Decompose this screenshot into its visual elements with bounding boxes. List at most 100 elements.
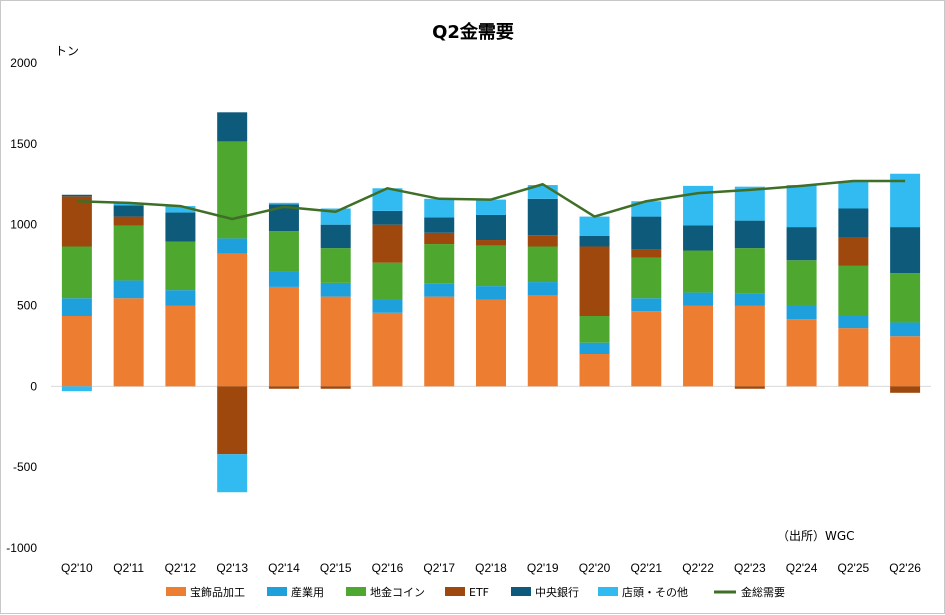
bar-segment	[734, 248, 765, 294]
x-tick-label: Q2'22	[682, 561, 714, 575]
x-tick-label: Q2'17	[423, 561, 455, 575]
bar-segment	[424, 232, 455, 245]
legend-label: 産業用	[291, 586, 324, 599]
y-tick-label: 500	[17, 299, 37, 313]
bar-segment	[838, 328, 869, 387]
bar-segment	[631, 311, 662, 387]
bar-segment	[113, 280, 144, 299]
bar-segment	[61, 386, 92, 392]
x-tick-label: Q2'19	[527, 561, 559, 575]
bar-segment	[320, 248, 351, 283]
bar-segment	[786, 227, 817, 261]
legend-swatch	[598, 587, 618, 596]
x-tick-label: Q2'18	[475, 561, 507, 575]
bar-segment	[683, 292, 714, 306]
bar-segment	[631, 249, 662, 258]
y-tick-label: 1500	[10, 137, 37, 151]
bar-segment	[165, 212, 196, 242]
bar-segment	[113, 205, 144, 217]
legend-swatch	[346, 587, 366, 596]
y-tick-label: 1000	[10, 218, 37, 232]
bar-segment	[786, 185, 817, 228]
y-axis-unit-label: トン	[55, 44, 79, 58]
bar-segment	[113, 298, 144, 387]
bar-segment	[579, 316, 610, 343]
x-tick-label: Q2'16	[372, 561, 404, 575]
bar-segment	[372, 224, 403, 263]
x-tick-label: Q2'24	[786, 561, 818, 575]
bar-segment	[113, 216, 144, 226]
y-tick-label: 0	[30, 379, 37, 393]
bar-segment	[683, 225, 714, 251]
bar-segment	[476, 299, 506, 387]
bar-segment	[476, 199, 506, 215]
bar-segment	[61, 316, 92, 387]
bar-segment	[734, 220, 765, 249]
x-tick-label: Q2'11	[113, 561, 144, 575]
bar-segment	[268, 231, 299, 272]
bar-segment	[579, 354, 610, 387]
legend-label: 中央銀行	[535, 585, 579, 599]
bar-segment	[890, 173, 921, 228]
bar-segment	[217, 454, 248, 493]
bar-segment	[527, 294, 558, 387]
bar-segment	[61, 246, 92, 299]
bar-segment	[838, 316, 869, 329]
bar-segment	[527, 198, 558, 236]
bar-segment	[320, 208, 351, 225]
x-tick-label: Q2'21	[630, 561, 662, 575]
bar-segment	[61, 196, 92, 247]
x-tick-label: Q2'23	[734, 561, 766, 575]
legend-label: ETF	[469, 586, 489, 599]
bar-segment	[165, 305, 196, 387]
bar-segment	[579, 235, 610, 247]
bar-segment	[890, 273, 921, 323]
bar-segment	[217, 112, 248, 142]
bar-segment	[320, 296, 351, 387]
y-tick-label: -500	[13, 460, 37, 474]
bar-segment	[476, 245, 506, 287]
bars	[61, 112, 921, 493]
bar-segment	[838, 208, 869, 238]
bar-segment	[890, 336, 921, 387]
total-demand-line	[76, 179, 906, 221]
x-tick-label: Q2'14	[268, 561, 300, 575]
bar-segment	[268, 271, 299, 287]
bar-segment	[631, 201, 662, 217]
bar-segment	[786, 260, 817, 306]
bar-segment	[786, 319, 817, 387]
x-tick-label: Q2'12	[165, 561, 197, 575]
bar-segment	[320, 282, 351, 297]
bar-segment	[372, 210, 403, 225]
bar-segment	[890, 322, 921, 337]
bar-segment	[683, 250, 714, 293]
x-tick-label: Q2'13	[216, 561, 248, 575]
bar-segment	[734, 305, 765, 387]
legend-swatch	[267, 587, 287, 596]
bar-segment	[631, 257, 662, 299]
bar-segment	[61, 194, 92, 197]
bar-segment	[320, 224, 351, 249]
bar-segment	[372, 188, 403, 211]
x-tick-label: Q2'15	[320, 561, 352, 575]
bar-segment	[165, 241, 196, 291]
legend-label: 宝飾品加工	[190, 585, 245, 599]
legend: 宝飾品加工 産業用 地金コイン ETF 中央銀行 店頭・その他 金総需要	[166, 585, 785, 599]
source-note: （出所）WGC	[777, 529, 855, 543]
x-tick-label: Q2'10	[61, 561, 93, 575]
bar-segment	[476, 214, 506, 241]
bar-segment	[424, 198, 455, 218]
bar-segment	[476, 286, 506, 300]
bar-segment	[734, 186, 765, 221]
x-axis-labels: Q2'10 Q2'11 Q2'12 Q2'13 Q2'14 Q2'15 Q2'16 Q2'17…	[61, 561, 921, 575]
x-tick-label: Q2'26	[889, 561, 921, 575]
bar-segment	[217, 141, 248, 239]
bar-segment	[424, 296, 455, 387]
y-axis-ticks: -1000 -500 0 500 1000 1500 2000	[6, 56, 37, 555]
bar-segment	[165, 206, 196, 213]
bar-segment	[734, 386, 765, 389]
bar-segment	[165, 290, 196, 306]
bar-segment	[424, 217, 455, 233]
